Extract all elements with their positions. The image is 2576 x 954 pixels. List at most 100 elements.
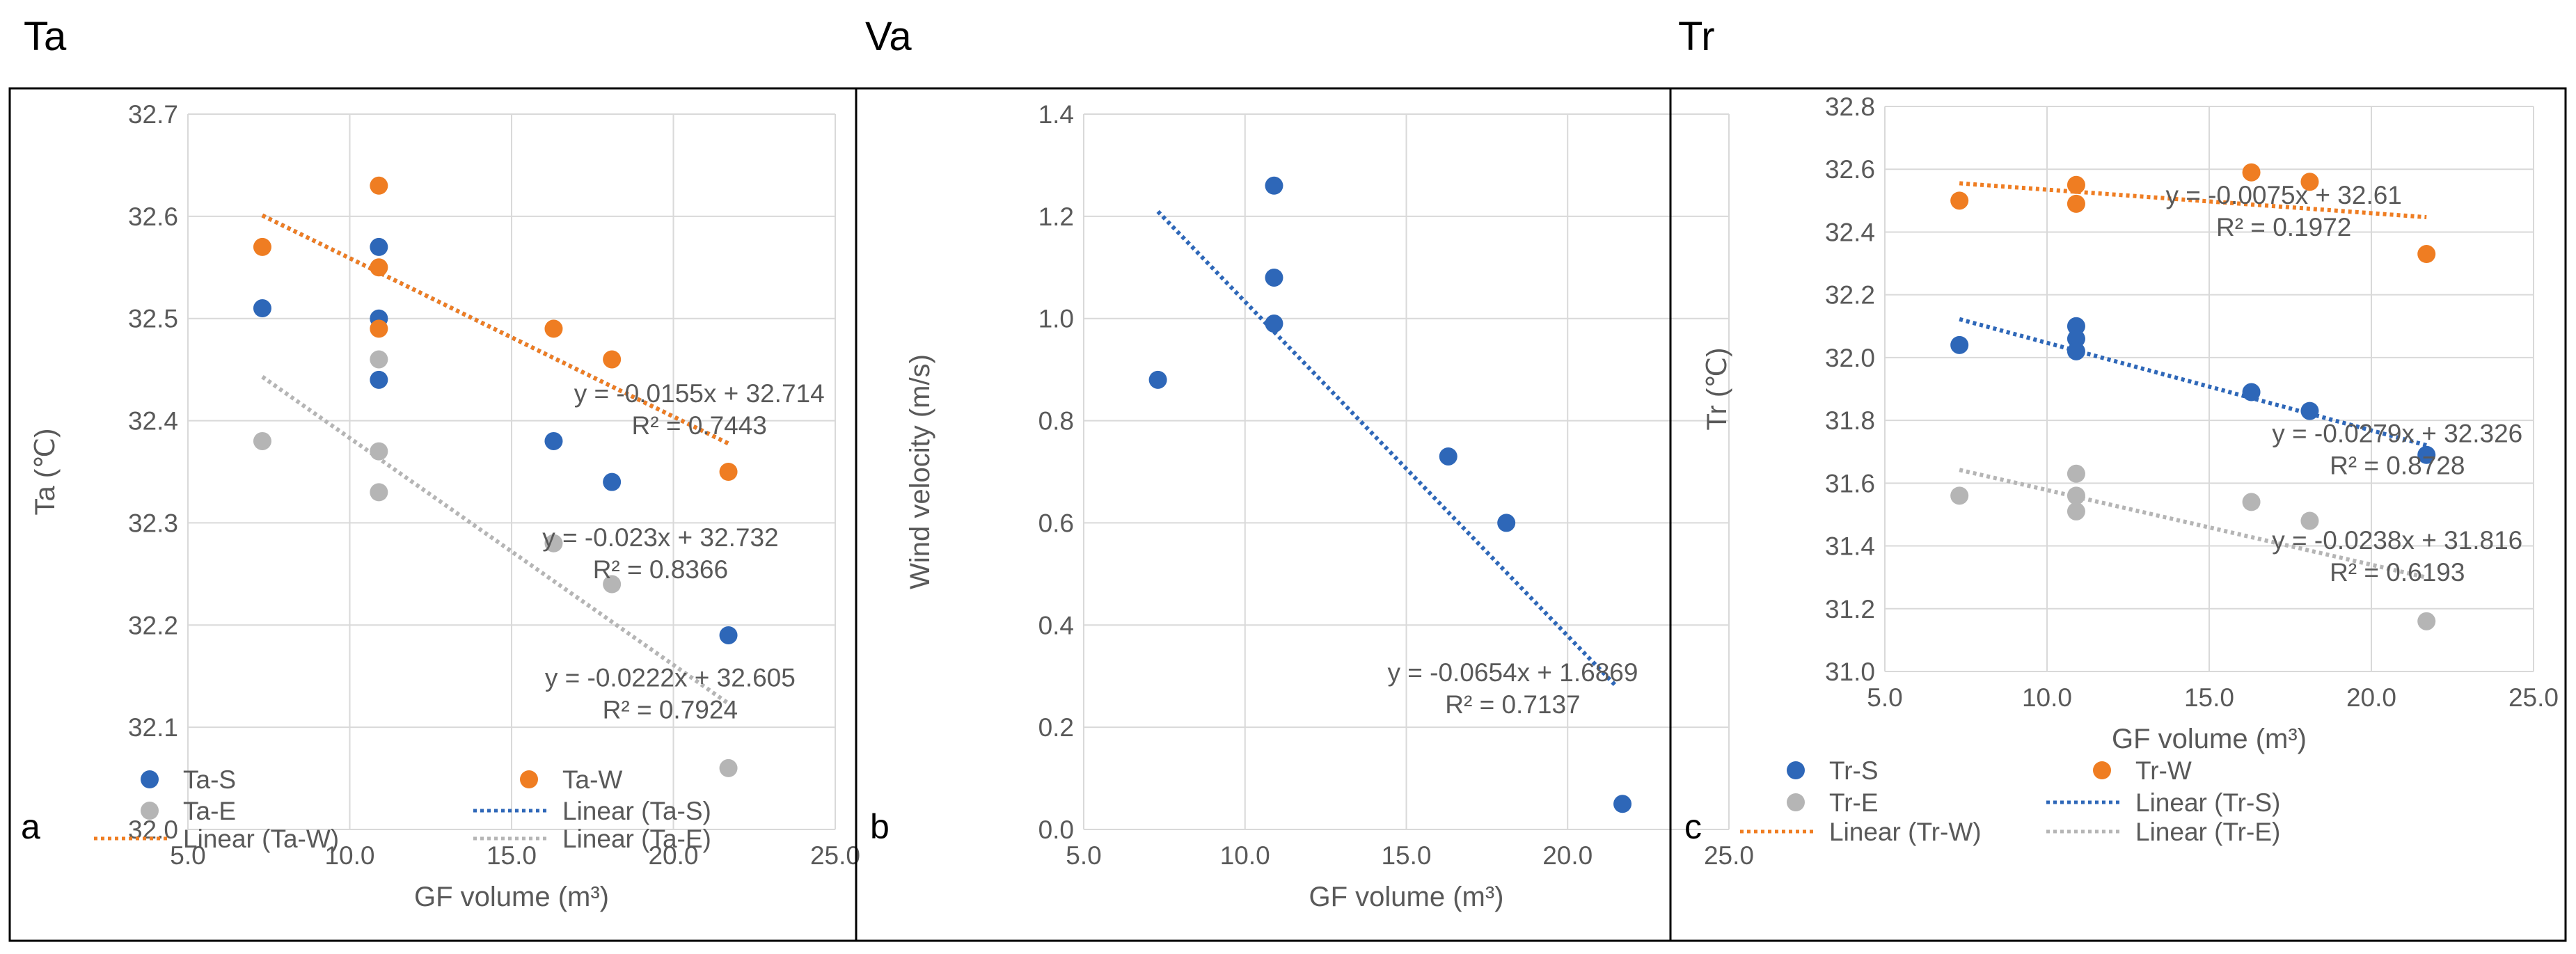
data-point-ta-e	[603, 575, 622, 594]
data-point-tr-e	[2067, 502, 2085, 520]
data-point-tr-s	[2067, 317, 2085, 335]
trendline-linear-ta-e	[261, 375, 730, 706]
data-point-ta-e	[370, 483, 388, 502]
legend-label: Linear (Ta-S)	[562, 797, 711, 825]
trendline-r-squared: R² = 0.7443	[632, 411, 767, 440]
panel-letter: b	[870, 807, 890, 846]
data-point-ta-w	[253, 237, 271, 256]
trendline-equation: y = -0.0238x + 31.816	[2272, 526, 2522, 555]
trendline-r-squared: R² = 0.1972	[2216, 213, 2351, 241]
trendline-equation: y = -0.023x + 32.732	[542, 523, 778, 552]
data-point-tr-e	[2067, 464, 2085, 483]
panel-title: Va	[865, 14, 912, 59]
data-point-tr-s	[2300, 402, 2319, 420]
y-tick-label: 1.2	[1038, 202, 1074, 231]
x-tick-label: 5.0	[1066, 841, 1101, 870]
data-point-va	[1148, 370, 1167, 389]
data-point-va	[1265, 315, 1283, 333]
panel-title: Tr	[1678, 14, 1715, 59]
x-tick-label: 15.0	[2184, 683, 2234, 712]
trendline-equation: y = -0.0654x + 1.6869	[1387, 658, 1638, 687]
x-tick-label: 5.0	[1867, 683, 1902, 712]
chart-panel-va: Va b 0.0 0.2 0.4 0.6 0.8 1.0 1.2 1.4 5.0 10.0 15.0 20…	[855, 14, 1754, 942]
data-point-ta-w	[370, 176, 388, 195]
legend-marker	[1787, 793, 1805, 811]
data-point-tr-e	[2242, 493, 2261, 511]
data-point-tr-w	[2067, 175, 2085, 194]
data-point-va	[1497, 514, 1516, 532]
y-tick-label: 0.4	[1038, 611, 1074, 639]
legend-label: Tr-W	[2135, 756, 2192, 785]
x-tick-label: 20.0	[648, 841, 698, 870]
x-tick-label: 25.0	[810, 841, 860, 870]
trendline-equation: y = -0.0075x + 32.61	[2165, 181, 2401, 209]
data-point-tr-s	[1950, 335, 1969, 354]
data-point-ta-s	[370, 370, 388, 389]
x-tick-label: 20.0	[1542, 841, 1593, 870]
data-point-va	[1265, 176, 1283, 195]
y-tick-label: 0.0	[1038, 816, 1074, 844]
legend-label: Linear (Ta-E)	[562, 825, 711, 853]
trendline-linear-ta-w	[261, 213, 729, 446]
data-point-ta-e	[253, 431, 271, 450]
y-tick-label: 32.6	[128, 202, 178, 231]
data-point-ta-e	[719, 758, 738, 777]
y-tick-label: 32.3	[128, 509, 178, 537]
trendline-equation: y = -0.0279x + 32.326	[2272, 420, 2522, 448]
x-tick-label: 10.0	[2022, 683, 2072, 712]
data-point-ta-w	[370, 258, 388, 277]
trendline-equation: y = -0.0222x + 32.605	[545, 663, 796, 692]
panel-letter: a	[21, 807, 40, 846]
y-tick-label: 32.2	[1825, 281, 1875, 310]
legend-label: Linear (Tr-W)	[1829, 818, 1982, 846]
trendline-linear-tr-w	[1959, 181, 2427, 220]
y-tick-label: 32.1	[128, 713, 178, 742]
legend-label: Ta-S	[183, 765, 236, 794]
data-point-ta-e	[544, 534, 563, 552]
x-tick-label: 20.0	[2346, 683, 2396, 712]
data-point-ta-s	[544, 431, 563, 450]
data-point-ta-e	[370, 350, 388, 369]
data-point-tr-e	[2300, 511, 2319, 530]
y-tick-label: 31.2	[1825, 595, 1875, 623]
chart-panel-tr: Tr c 31.0 31.2 31.4 31.6 31.8 32.0 32.2 32.4 32.6 3…	[1669, 14, 2567, 942]
y-tick-label: 32.5	[128, 305, 178, 333]
data-point-ta-w	[544, 319, 563, 338]
y-tick-label: 0.6	[1038, 509, 1074, 537]
data-point-tr-w	[1950, 191, 1969, 210]
data-point-tr-e	[2417, 612, 2436, 630]
data-point-va	[1265, 268, 1283, 287]
trendline-r-squared: R² = 0.8728	[2330, 452, 2465, 480]
x-axis-label: GF volume (m³)	[1309, 882, 1504, 912]
y-tick-label: 32.7	[128, 100, 178, 129]
data-point-tr-s	[2067, 342, 2085, 360]
panel-frame	[1669, 87, 2567, 942]
data-point-ta-s	[603, 472, 622, 491]
trendline-r-squared: R² = 0.7137	[1445, 690, 1580, 719]
legend-label: Linear (Tr-S)	[2135, 788, 2280, 817]
legend-marker	[141, 770, 159, 788]
y-tick-label: 32.0	[1825, 344, 1875, 372]
trendline-linear-tr-e	[1959, 468, 2427, 580]
legend-label: Ta-W	[562, 765, 622, 794]
y-tick-label: 32.4	[128, 407, 178, 436]
x-tick-label: 25.0	[1704, 841, 1754, 870]
x-tick-label: 15.0	[1381, 841, 1431, 870]
y-tick-label: 1.0	[1038, 305, 1074, 333]
y-axis-label: Wind velocity (m/s)	[905, 354, 935, 589]
trendline-r-squared: R² = 0.6193	[2330, 558, 2465, 587]
data-point-tr-e	[2067, 486, 2085, 505]
y-tick-label: 0.2	[1038, 713, 1074, 742]
legend-label: Linear (Tr-E)	[2135, 818, 2280, 846]
y-tick-label: 31.4	[1825, 532, 1875, 561]
panel-letter: c	[1684, 807, 1702, 846]
chart-panel-ta: Taa 32.032.132.232.332.432.532.632.75.0 10…	[8, 14, 860, 942]
legend-marker	[520, 770, 538, 788]
y-tick-label: 1.4	[1038, 100, 1074, 129]
y-tick-label: 32.8	[1825, 93, 1875, 121]
data-point-ta-e	[370, 442, 388, 461]
data-point-ta-s	[253, 299, 271, 318]
data-point-tr-s	[2067, 329, 2085, 348]
legend-label: Tr-E	[1829, 788, 1879, 817]
